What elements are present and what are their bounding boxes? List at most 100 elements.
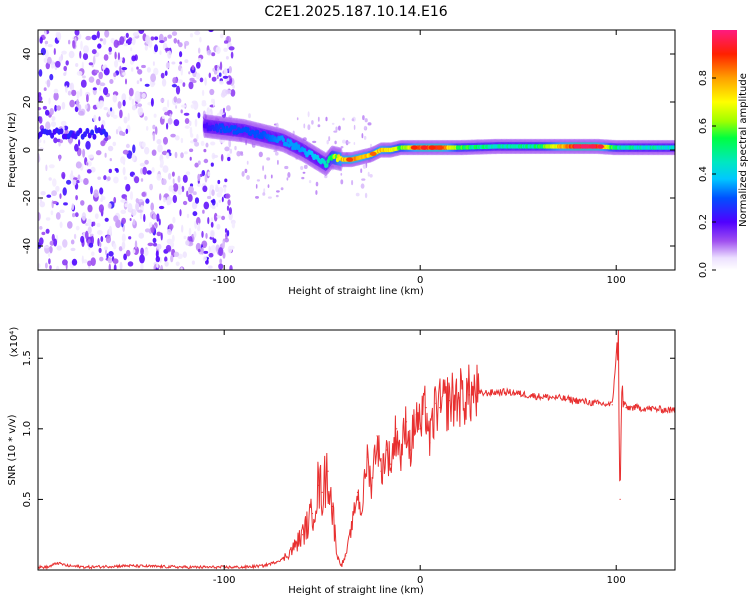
noise-blob — [188, 227, 192, 236]
noise-blob — [194, 118, 198, 127]
noise-blob — [103, 175, 107, 181]
noise-blob — [216, 74, 219, 80]
noise-blob — [108, 46, 112, 53]
noise-blob — [123, 253, 127, 261]
noise-blob — [150, 36, 155, 41]
noise-blob — [355, 192, 360, 197]
noise-blob — [170, 254, 174, 263]
noise-blob — [200, 247, 205, 255]
noise-blob — [138, 30, 145, 34]
snr-data-point — [611, 404, 613, 406]
noise-blob — [225, 193, 231, 199]
noise-blob — [214, 65, 218, 69]
noise-blob — [186, 190, 189, 198]
noise-blob — [82, 52, 89, 61]
noise-blob — [173, 183, 179, 192]
noise-blob — [86, 162, 89, 166]
noise-blob — [179, 61, 183, 65]
noise-blob — [152, 237, 157, 243]
noise-blob — [214, 70, 218, 75]
noise-blob — [108, 168, 113, 174]
noise-blob — [45, 164, 48, 172]
noise-blob — [83, 178, 89, 185]
noise-blob — [150, 202, 154, 211]
noise-blob — [128, 87, 134, 97]
noise-blob — [225, 56, 229, 60]
snr-series-line — [38, 330, 675, 570]
noise-blob — [91, 251, 95, 256]
noise-blob — [69, 99, 75, 108]
noise-blob — [125, 183, 131, 192]
noise-blob — [338, 125, 341, 131]
noise-blob — [119, 130, 124, 136]
noise-blob — [99, 38, 103, 42]
noise-blob — [108, 263, 111, 270]
noise-blob — [152, 213, 157, 220]
spectrogram-y-tick-label: 20 — [22, 96, 33, 109]
noise-blob — [209, 88, 215, 96]
noise-blob — [103, 246, 108, 251]
spectrogram-y-tick-label: -20 — [22, 190, 33, 206]
noise-blob — [199, 173, 203, 177]
noise-blob — [194, 141, 200, 147]
noise-blob — [99, 256, 104, 262]
noise-blob — [364, 125, 367, 130]
noise-blob — [38, 92, 42, 97]
noise-blob — [121, 93, 127, 102]
noise-blob — [38, 212, 41, 221]
ridge-core — [253, 133, 257, 139]
noise-blob — [193, 231, 197, 238]
noise-blob — [161, 78, 167, 87]
noise-blob — [104, 136, 109, 142]
noise-blob — [227, 245, 233, 254]
noise-blob — [152, 81, 156, 86]
noise-blob — [188, 71, 191, 75]
noise-blob — [45, 217, 51, 221]
ridge-core — [219, 128, 223, 134]
noise-blob — [112, 258, 119, 265]
snr-data-point — [409, 449, 411, 451]
noise-blob — [107, 256, 113, 264]
noise-blob — [127, 203, 133, 212]
noise-blob — [303, 123, 306, 129]
noise-blob — [223, 68, 228, 76]
noise-blob — [211, 76, 217, 82]
noise-blob — [230, 51, 234, 59]
early-signal-blob — [92, 133, 97, 140]
noise-blob — [353, 124, 356, 130]
noise-blob — [287, 172, 291, 178]
noise-blob — [201, 230, 204, 238]
snr-data-point — [125, 565, 127, 567]
noise-blob — [62, 187, 67, 196]
snr-panel: -100 0 100 0.5 1.0 1.5 (x10⁴) Height of stra… — [7, 327, 676, 596]
colorbar-tick-label: 0.4 — [698, 166, 709, 182]
noise-blob — [302, 171, 306, 174]
noise-blob — [59, 193, 62, 199]
snr-data-point — [327, 470, 329, 472]
noise-blob — [181, 185, 185, 193]
early-signal-blob — [85, 127, 90, 134]
noise-blob — [59, 221, 63, 229]
noise-blob — [154, 126, 158, 135]
noise-blob — [246, 160, 249, 165]
noise-blob — [229, 265, 233, 270]
noise-blob — [112, 94, 118, 103]
noise-blob — [99, 85, 102, 92]
ridge-core — [293, 145, 297, 151]
noise-blob — [255, 184, 258, 189]
noise-blob — [171, 234, 175, 243]
noise-blob — [97, 230, 103, 235]
snr-data-point — [386, 449, 388, 451]
noise-blob — [97, 43, 102, 49]
noise-blob — [164, 70, 168, 76]
noise-blob — [219, 80, 224, 85]
noise-blob — [159, 50, 162, 55]
noise-blob — [264, 174, 267, 180]
noise-blob — [51, 190, 57, 197]
noise-blob — [333, 130, 338, 133]
noise-blob — [88, 62, 94, 66]
noise-blob — [52, 178, 57, 187]
ridge-core — [260, 134, 264, 140]
noise-blob — [189, 120, 192, 127]
noise-blob — [49, 265, 52, 270]
